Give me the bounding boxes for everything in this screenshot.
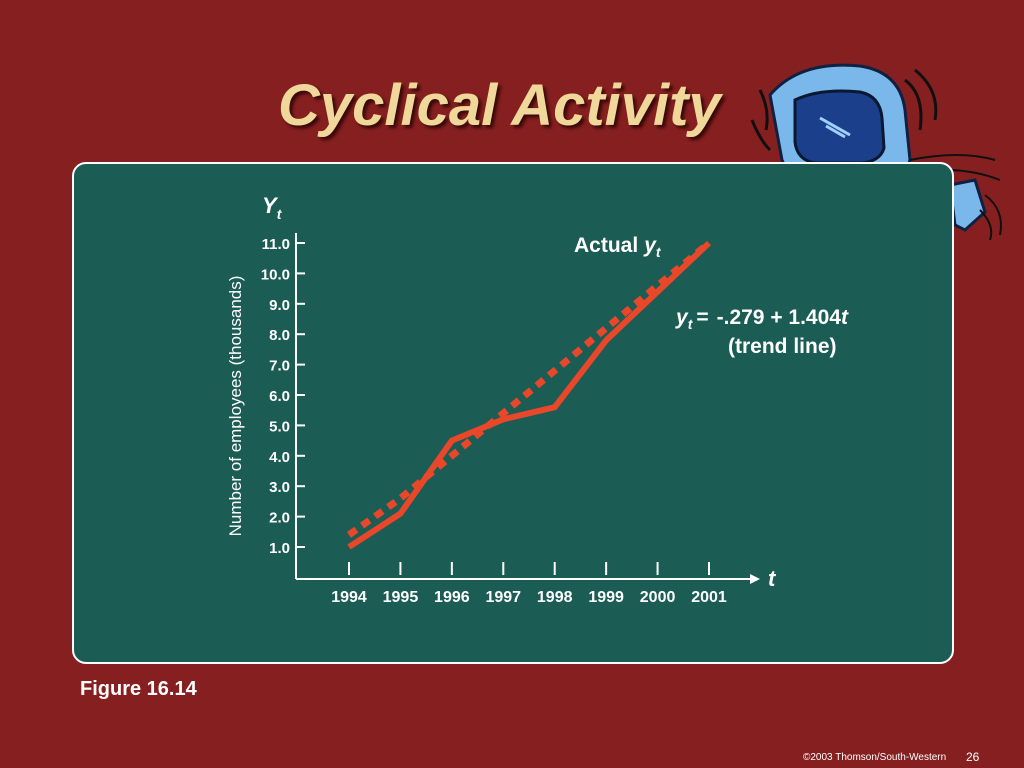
x-tick-label: 1996: [434, 589, 470, 606]
actual-series-line: [347, 240, 712, 550]
x-tick-label: 2001: [691, 589, 727, 606]
slide-title: Cyclical Activity: [278, 73, 721, 138]
y-tick-label: 2.0: [269, 510, 290, 527]
y-tick-label: 8.0: [269, 327, 290, 344]
y-tick-label: 3.0: [269, 479, 290, 496]
trend-equation: yt = -.279 + 1.404t: [675, 306, 849, 332]
x-tick-label: 1998: [537, 589, 573, 606]
trend-line-series: [346, 240, 712, 538]
chart-panel: [72, 162, 954, 664]
y-axis-symbol: Yt: [262, 193, 283, 222]
y-tick-label: 7.0: [269, 358, 290, 375]
trend-line-note: (trend line): [728, 335, 837, 358]
y-tick-label: 1.0: [269, 540, 290, 557]
x-tick-label: 1995: [383, 589, 419, 606]
computer-icon: [750, 63, 1002, 241]
y-axis-title: Number of employees (thousands): [226, 276, 245, 537]
page-number: 26: [966, 750, 980, 764]
x-tick-label: 2000: [640, 589, 676, 606]
x-tick-label: 1994: [331, 589, 367, 606]
y-tick-label: 6.0: [269, 388, 290, 405]
figure-label: Figure 16.14: [80, 678, 197, 700]
y-tick-label: 5.0: [269, 418, 290, 435]
x-axis-symbol: t: [768, 566, 777, 591]
x-tick-label: 1997: [485, 589, 521, 606]
x-axis-arrow: [750, 574, 760, 584]
y-tick-label: 4.0: [269, 449, 290, 466]
copyright-notice: ©2003 Thomson/South-Western: [803, 752, 947, 763]
y-tick-label: 10.0: [261, 266, 290, 283]
y-tick-label: 9.0: [269, 297, 290, 314]
y-tick-label: 11.0: [262, 236, 290, 253]
actual-series-label: Actual yt: [574, 234, 662, 260]
x-tick-label: 1999: [588, 589, 624, 606]
